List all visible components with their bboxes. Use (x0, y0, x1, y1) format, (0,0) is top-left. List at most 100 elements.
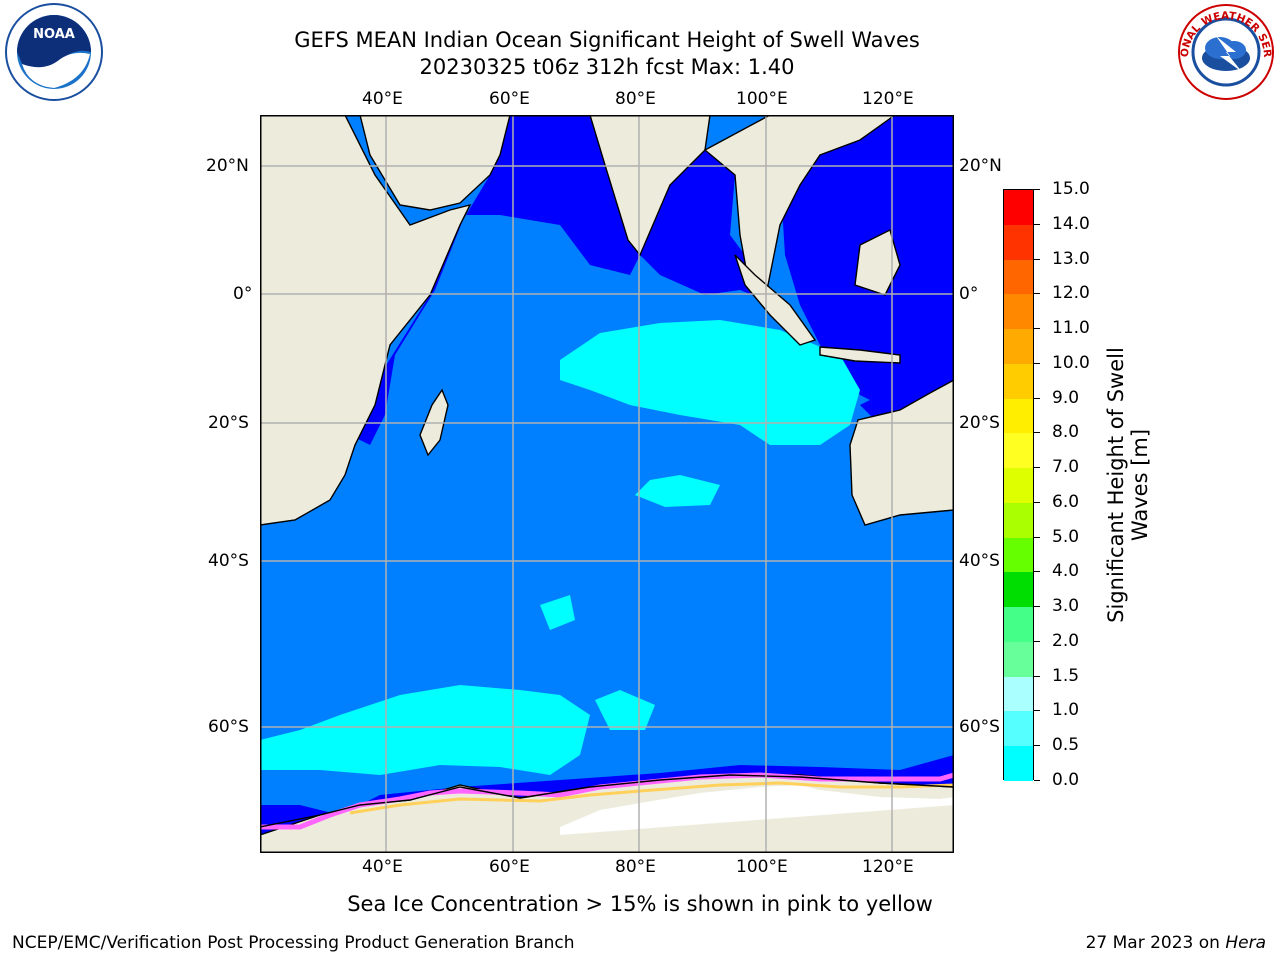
colorbar-tick-mark (1034, 258, 1040, 260)
swell-central-patch (560, 320, 860, 445)
colorbar-tick-mark (1034, 432, 1040, 434)
colorbar-tick-label: 0.5 (1052, 735, 1080, 756)
low-swell-bay-of-bengal (640, 150, 765, 300)
sea-ice-white (560, 785, 954, 835)
right-tick-0: 0° (959, 284, 979, 304)
colorbar-segment (1004, 502, 1033, 539)
colorbar-tick-mark (1034, 293, 1040, 295)
noaa-logo: NOAA (5, 3, 103, 101)
graticule (260, 115, 954, 853)
colorbar-tick-label: 15.0 (1052, 179, 1090, 199)
chart-subtitle: 20230325 t06z 312h fcst Max: 1.40 (419, 55, 795, 79)
colorbar-tick-mark (1034, 501, 1040, 503)
top-tick-100e: 100°E (736, 89, 788, 109)
colorbar-segment (1004, 468, 1033, 504)
left-tick-20n: 20°N (206, 156, 249, 176)
colorbar-tick-mark (1034, 710, 1040, 712)
land-australia (849, 379, 954, 526)
colorbar-segment (1004, 537, 1033, 573)
colorbar-tick-label: 14.0 (1052, 213, 1090, 234)
colorbar-tick-label: 13.0 (1052, 248, 1090, 269)
coastline-antarctica (260, 774, 954, 828)
colorbar-tick-label: 11.0 (1052, 318, 1090, 339)
colorbar-tick-label: 2.0 (1052, 630, 1080, 651)
colorbar-tick-mark (1034, 467, 1040, 469)
colorbar-segment (1004, 190, 1033, 226)
footer-date: 27 Mar 2023 on Hera (1086, 933, 1266, 953)
colorbar-segment (1004, 224, 1033, 260)
land-indochina (703, 115, 897, 302)
colorbar-tick-label: 5.0 (1052, 526, 1080, 547)
colorbar-segment (1004, 294, 1033, 330)
right-tick-20s: 20°S (959, 413, 1000, 433)
colorbar-tick-mark (1034, 675, 1040, 677)
nws-logo: NATIONAL WEATHER SERVICE (1176, 2, 1274, 100)
colorbar-tick-mark (1034, 571, 1040, 573)
swell-west-streak (635, 475, 720, 507)
map-plot-area (260, 115, 954, 853)
colorbar-segment (1004, 363, 1033, 400)
right-tick-20n: 20°N (959, 156, 1002, 176)
colorbar-segment (1004, 433, 1033, 469)
bottom-tick-120e: 120°E (862, 857, 914, 877)
colorbar-tick-mark (1034, 328, 1040, 330)
left-tick-0: 0° (233, 284, 253, 304)
swell-south-patch (595, 690, 655, 730)
swell-southern-band (260, 685, 590, 775)
right-tick-60s: 60°S (959, 717, 1000, 737)
footer-branch: NCEP/EMC/Verification Post Processing Pr… (12, 933, 575, 953)
colorbar-tick-label: 1.5 (1052, 665, 1080, 686)
noaa-logo-text: NOAA (33, 27, 75, 42)
right-tick-40s: 40°S (959, 551, 1000, 571)
footer-host: Hera (1225, 933, 1266, 953)
map-border (260, 115, 954, 853)
chart-title: GEFS MEAN Indian Ocean Significant Heigh… (294, 28, 920, 52)
left-tick-40s: 40°S (208, 551, 249, 571)
colorbar-segment (1004, 398, 1033, 434)
land-arabia (359, 115, 511, 211)
colorbar-segment (1004, 572, 1033, 608)
colorbar-tick-label: 12.0 (1052, 283, 1090, 304)
colorbar-tick-mark (1034, 780, 1040, 781)
colorbar-tick-mark (1034, 606, 1040, 608)
colorbar-tick-mark (1034, 223, 1040, 225)
bottom-tick-40e: 40°E (362, 857, 403, 877)
colorbar-tick-mark (1034, 362, 1040, 364)
colorbar-segment (1004, 711, 1033, 747)
sea-ice-edge-pink (260, 772, 954, 830)
bottom-tick-80e: 80°E (615, 857, 656, 877)
land-java (819, 346, 901, 364)
colorbar-tick-label: 7.0 (1052, 457, 1080, 478)
colorbar-tick-label: 3.0 (1052, 596, 1080, 617)
colorbar-segment (1004, 607, 1033, 643)
colorbar-segment (1004, 746, 1033, 782)
colorbar-tick-mark (1034, 397, 1040, 399)
colorbar-segment (1004, 676, 1033, 712)
land-sumatra (734, 254, 817, 346)
colorbar-tick-label: 0.0 (1052, 770, 1080, 790)
colorbar-segment (1004, 329, 1033, 365)
colorbar-tick-label: 4.0 (1052, 561, 1080, 582)
colorbar-label-line1: Significant Height of Swell (1104, 347, 1128, 623)
top-tick-60e: 60°E (489, 89, 530, 109)
colorbar-segment (1004, 641, 1033, 678)
top-tick-40e: 40°E (362, 89, 403, 109)
land-india (589, 115, 711, 257)
colorbar-tick-mark (1034, 536, 1040, 538)
sea-ice-edge-yellow (349, 781, 954, 815)
top-tick-80e: 80°E (615, 89, 656, 109)
sea-ice-caption: Sea Ice Concentration > 15% is shown in … (347, 892, 933, 916)
colorbar-tick-label: 8.0 (1052, 422, 1080, 443)
colorbar (1003, 189, 1034, 782)
colorbar-tick-label: 9.0 (1052, 387, 1080, 408)
bottom-tick-60e: 60°E (489, 857, 530, 877)
colorbar-label-line2: Waves [m] (1128, 428, 1152, 542)
top-tick-120e: 120°E (862, 89, 914, 109)
left-tick-20s: 20°S (208, 413, 249, 433)
colorbar-tick-label: 10.0 (1052, 352, 1090, 373)
colorbar-tick-label: 6.0 (1052, 491, 1080, 512)
bottom-tick-100e: 100°E (736, 857, 788, 877)
low-swell-arabian-sea (350, 115, 640, 445)
footer-date-text: 27 Mar 2023 on (1085, 933, 1226, 953)
colorbar-tick-mark (1034, 745, 1040, 747)
